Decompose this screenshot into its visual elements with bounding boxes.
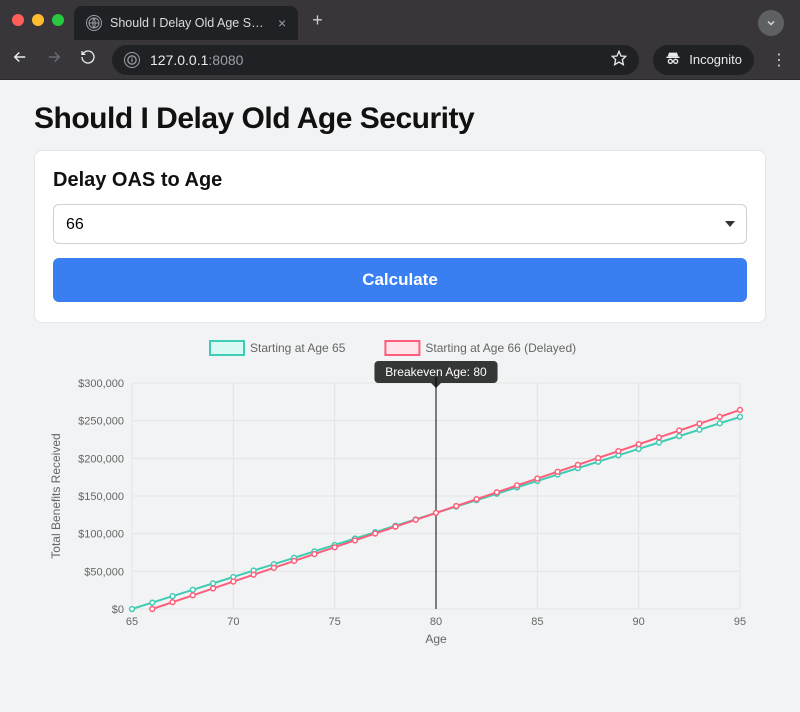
- minimize-window-icon[interactable]: [32, 14, 44, 26]
- card-heading: Delay OAS to Age: [53, 169, 747, 192]
- window-titlebar: Should I Delay Old Age Secur × +: [0, 0, 800, 40]
- close-window-icon[interactable]: [12, 14, 24, 26]
- svg-text:Age: Age: [425, 632, 447, 646]
- tab-title: Should I Delay Old Age Secur: [110, 16, 270, 30]
- url-host: 127.0.0.1: [150, 52, 208, 68]
- browser-toolbar: 127.0.0.1:8080 Incognito ⋮: [0, 40, 800, 80]
- svg-text:90: 90: [633, 616, 645, 628]
- svg-text:$300,000: $300,000: [78, 378, 124, 390]
- incognito-icon: [665, 51, 681, 68]
- calculate-button[interactable]: Calculate: [53, 258, 747, 302]
- svg-text:$200,000: $200,000: [78, 453, 124, 465]
- incognito-label: Incognito: [689, 52, 742, 67]
- url-text: 127.0.0.1:8080: [150, 52, 243, 68]
- svg-text:75: 75: [329, 616, 341, 628]
- chart-container: $0 $50,000 $100,000 $150,000 $200,000 $250,00…: [34, 337, 766, 647]
- delay-age-select[interactable]: 66: [53, 204, 747, 244]
- incognito-badge[interactable]: Incognito: [653, 45, 754, 75]
- url-rest: :8080: [208, 52, 243, 68]
- site-info-icon[interactable]: [124, 52, 140, 68]
- svg-text:80: 80: [430, 616, 442, 628]
- back-button[interactable]: [10, 48, 30, 71]
- reload-button[interactable]: [78, 49, 98, 70]
- svg-text:85: 85: [531, 616, 543, 628]
- fullscreen-window-icon[interactable]: [52, 14, 64, 26]
- svg-text:$50,000: $50,000: [84, 566, 124, 578]
- page-body: Should I Delay Old Age Security Delay OA…: [0, 80, 800, 712]
- browser-tab[interactable]: Should I Delay Old Age Secur ×: [74, 6, 298, 40]
- bookmark-star-icon[interactable]: [611, 50, 627, 70]
- globe-favicon-icon: [86, 15, 102, 31]
- svg-text:95: 95: [734, 616, 746, 628]
- svg-text:Total Benefits Received: Total Benefits Received: [49, 433, 63, 558]
- chevron-down-icon[interactable]: [758, 10, 784, 36]
- svg-text:Starting at Age 65: Starting at Age 65: [250, 341, 346, 355]
- svg-text:70: 70: [227, 616, 239, 628]
- page-title: Should I Delay Old Age Security: [34, 102, 766, 136]
- mac-traffic-lights: [12, 14, 64, 26]
- benefits-line-chart: $0 $50,000 $100,000 $150,000 $200,000 $250,00…: [40, 337, 760, 647]
- address-bar[interactable]: 127.0.0.1:8080: [112, 45, 639, 75]
- forward-button[interactable]: [44, 48, 64, 71]
- svg-text:$250,000: $250,000: [78, 416, 124, 428]
- svg-text:Starting at Age 66 (Delayed): Starting at Age 66 (Delayed): [425, 341, 576, 355]
- tab-close-icon[interactable]: ×: [278, 15, 286, 31]
- form-card: Delay OAS to Age 66 Calculate: [34, 150, 766, 323]
- svg-text:$0: $0: [112, 604, 124, 616]
- browser-menu-button[interactable]: ⋮: [768, 50, 790, 70]
- new-tab-button[interactable]: +: [312, 10, 323, 31]
- svg-text:$100,000: $100,000: [78, 529, 124, 541]
- svg-text:Breakeven Age: 80: Breakeven Age: 80: [385, 365, 487, 379]
- svg-text:65: 65: [126, 616, 138, 628]
- svg-text:$150,000: $150,000: [78, 491, 124, 503]
